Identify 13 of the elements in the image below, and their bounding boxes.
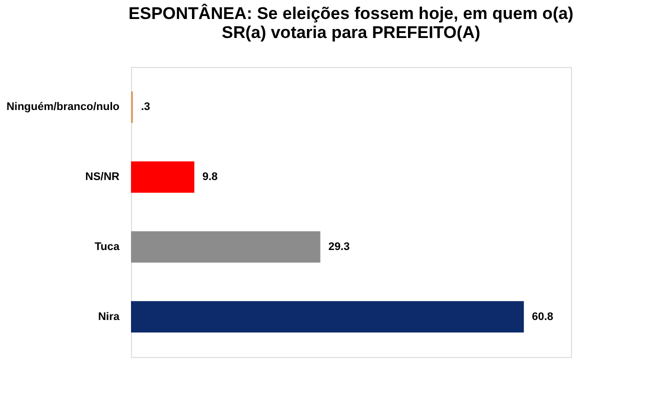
bar xyxy=(131,231,320,263)
data-label: 29.3 xyxy=(328,240,350,253)
data-label: 9.8 xyxy=(202,171,218,184)
y-tick-label: NS/NR xyxy=(85,171,120,184)
data-label: .3 xyxy=(140,101,150,114)
bar xyxy=(131,161,194,193)
text: ESPONTÂNEA: Se eleições fossem hoje, em quem o(a) xyxy=(128,4,574,23)
y-tick-label: Nira xyxy=(98,310,120,323)
y-tick-label: Ninguém/branco/nulo xyxy=(6,101,120,114)
y-tick-label: Tuca xyxy=(94,240,120,253)
text: SR(a) votaria para PREFEITO(A) xyxy=(222,23,480,42)
bar xyxy=(131,301,524,333)
data-label: 60.8 xyxy=(532,310,554,323)
